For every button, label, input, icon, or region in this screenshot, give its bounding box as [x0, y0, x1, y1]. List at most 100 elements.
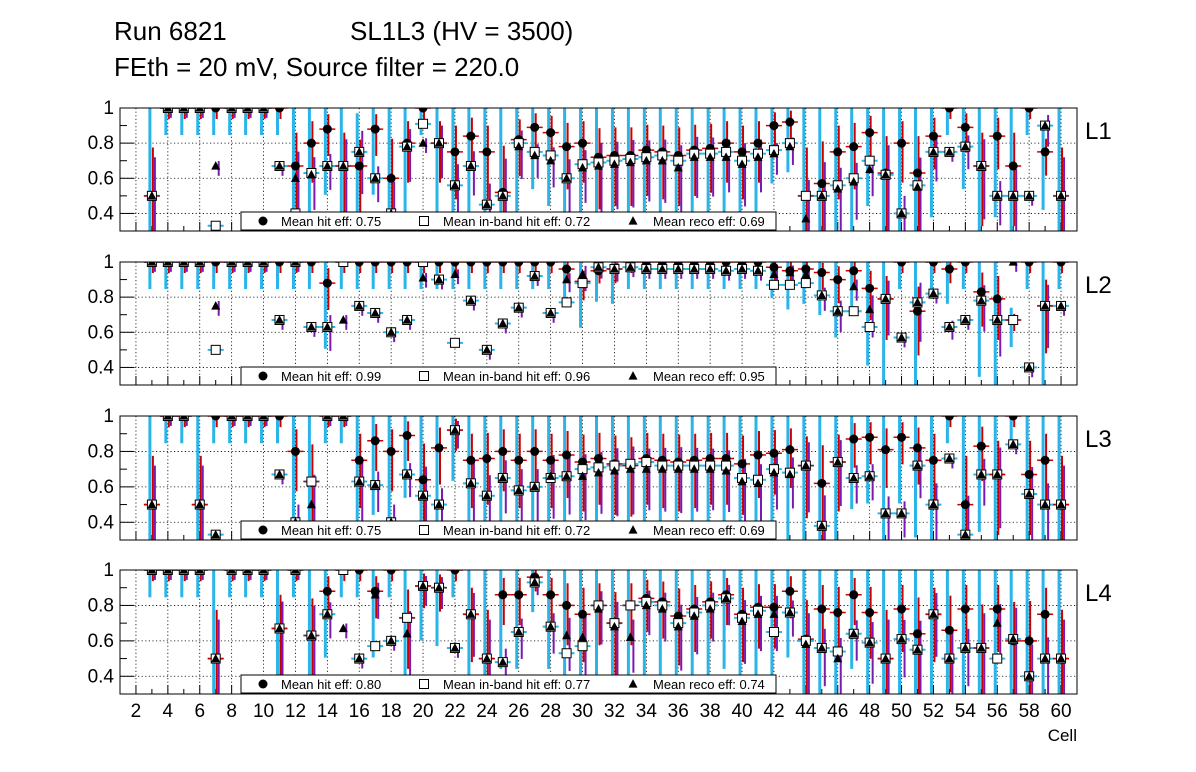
reco-marker — [482, 344, 492, 354]
reco-marker — [259, 108, 269, 112]
reco-marker — [306, 322, 316, 331]
reco-marker — [275, 161, 284, 170]
reco-marker — [833, 183, 843, 193]
reco-marker — [259, 262, 269, 266]
y-tick-label: 0.4 — [88, 357, 115, 378]
x-tick-label: 56 — [987, 701, 1008, 722]
x-tick-label: 32 — [604, 701, 625, 722]
reco-marker — [689, 264, 699, 273]
reco-marker — [275, 315, 284, 324]
x-axis-label: Cell — [1048, 726, 1077, 745]
reco-marker — [705, 264, 715, 273]
panel-l2: 0.4 0.6 0.8 1 L2 Mean hit eff: 0.99 Mean in-ba… — [88, 252, 1112, 386]
hit-marker — [1040, 455, 1050, 465]
hit-marker — [354, 262, 364, 267]
reco-marker — [673, 162, 683, 172]
reco-marker — [482, 199, 492, 209]
reco-marker — [354, 147, 364, 156]
reco-marker — [147, 570, 157, 574]
reco-marker — [609, 159, 619, 168]
reco-marker — [865, 304, 875, 314]
inband-marker — [306, 476, 317, 487]
reco-marker — [689, 152, 699, 161]
y-tick-label: 1 — [103, 252, 114, 273]
reco-marker — [769, 609, 779, 618]
y-tick-label: 0.6 — [88, 168, 114, 189]
reco-marker — [960, 643, 970, 652]
data-points — [143, 262, 1070, 385]
reco-marker — [785, 267, 795, 277]
hit-marker — [849, 590, 859, 600]
reco-marker — [913, 182, 922, 191]
reco-marker — [322, 322, 332, 331]
reco-marker — [641, 264, 651, 273]
panel-l3: 0.4 0.6 0.8 1 L3 Mean hit eff: 0.75 Mean in-ba… — [88, 406, 1112, 541]
hit-marker — [322, 278, 332, 288]
hit-marker — [482, 262, 492, 267]
x-tick-label: 24 — [476, 701, 498, 722]
hit-marker — [530, 122, 540, 132]
hit-marker — [769, 602, 779, 612]
inband-marker — [848, 306, 859, 317]
reco-marker — [897, 208, 907, 218]
reco-marker — [753, 609, 763, 618]
y-tick-label: 0.8 — [88, 133, 114, 154]
reco-marker — [833, 457, 843, 466]
x-tick-label: 26 — [508, 701, 529, 722]
hit-marker — [1024, 108, 1034, 113]
x-tick-label: 58 — [1019, 701, 1040, 722]
reco-marker — [721, 466, 731, 475]
hit-marker — [976, 287, 986, 297]
hit-marker — [290, 446, 300, 456]
reco-marker — [897, 508, 907, 518]
hit-marker — [434, 443, 444, 453]
hit-marker — [450, 147, 460, 157]
reco-marker — [801, 269, 811, 278]
hit-marker — [498, 446, 508, 456]
reco-marker — [865, 471, 875, 480]
panel-frame — [119, 107, 1078, 232]
reco-marker — [211, 301, 221, 310]
reco-marker — [976, 469, 986, 479]
reco-marker — [195, 108, 205, 112]
reco-marker — [418, 490, 428, 500]
reco-marker — [434, 499, 444, 509]
hit-marker — [769, 121, 779, 131]
hit-marker — [546, 262, 556, 267]
reco-marker — [1024, 190, 1034, 200]
reco-marker — [562, 471, 572, 480]
x-tick-label: 20 — [412, 701, 433, 722]
reco-marker — [259, 570, 269, 574]
reco-marker — [1024, 489, 1034, 498]
reco-marker — [1040, 120, 1050, 130]
legend-inband-label: Mean in-band hit eff: 0.72 — [443, 523, 590, 538]
x-tick-label: 8 — [226, 701, 237, 722]
reco-marker — [147, 262, 157, 266]
reco-marker — [992, 618, 1002, 627]
x-tick-label: 10 — [253, 701, 274, 722]
reco-marker — [179, 262, 189, 266]
hit-marker — [721, 262, 731, 267]
reco-marker — [992, 315, 1002, 324]
reco-marker — [562, 630, 572, 640]
reco-marker — [195, 570, 205, 574]
inband-marker — [449, 337, 460, 348]
reco-marker — [562, 274, 572, 284]
x-tick-label: 60 — [1050, 701, 1071, 722]
reco-marker — [657, 604, 667, 613]
inband-marker — [402, 612, 413, 623]
reco-marker — [960, 529, 970, 539]
legend-inband-label: Mean in-band hit eff: 0.72 — [443, 214, 590, 229]
reco-marker — [370, 480, 380, 489]
chamber-title: SL1L3 (HV = 3500) — [350, 16, 574, 46]
reco-marker — [530, 577, 540, 587]
reco-marker — [594, 467, 603, 477]
y-tick-label: 1 — [103, 406, 114, 427]
reco-marker — [625, 157, 635, 167]
reco-marker — [737, 616, 747, 626]
hit-marker — [1024, 636, 1034, 646]
reco-marker — [1056, 301, 1066, 310]
reco-marker — [1024, 362, 1034, 372]
hit-marker — [386, 262, 396, 267]
